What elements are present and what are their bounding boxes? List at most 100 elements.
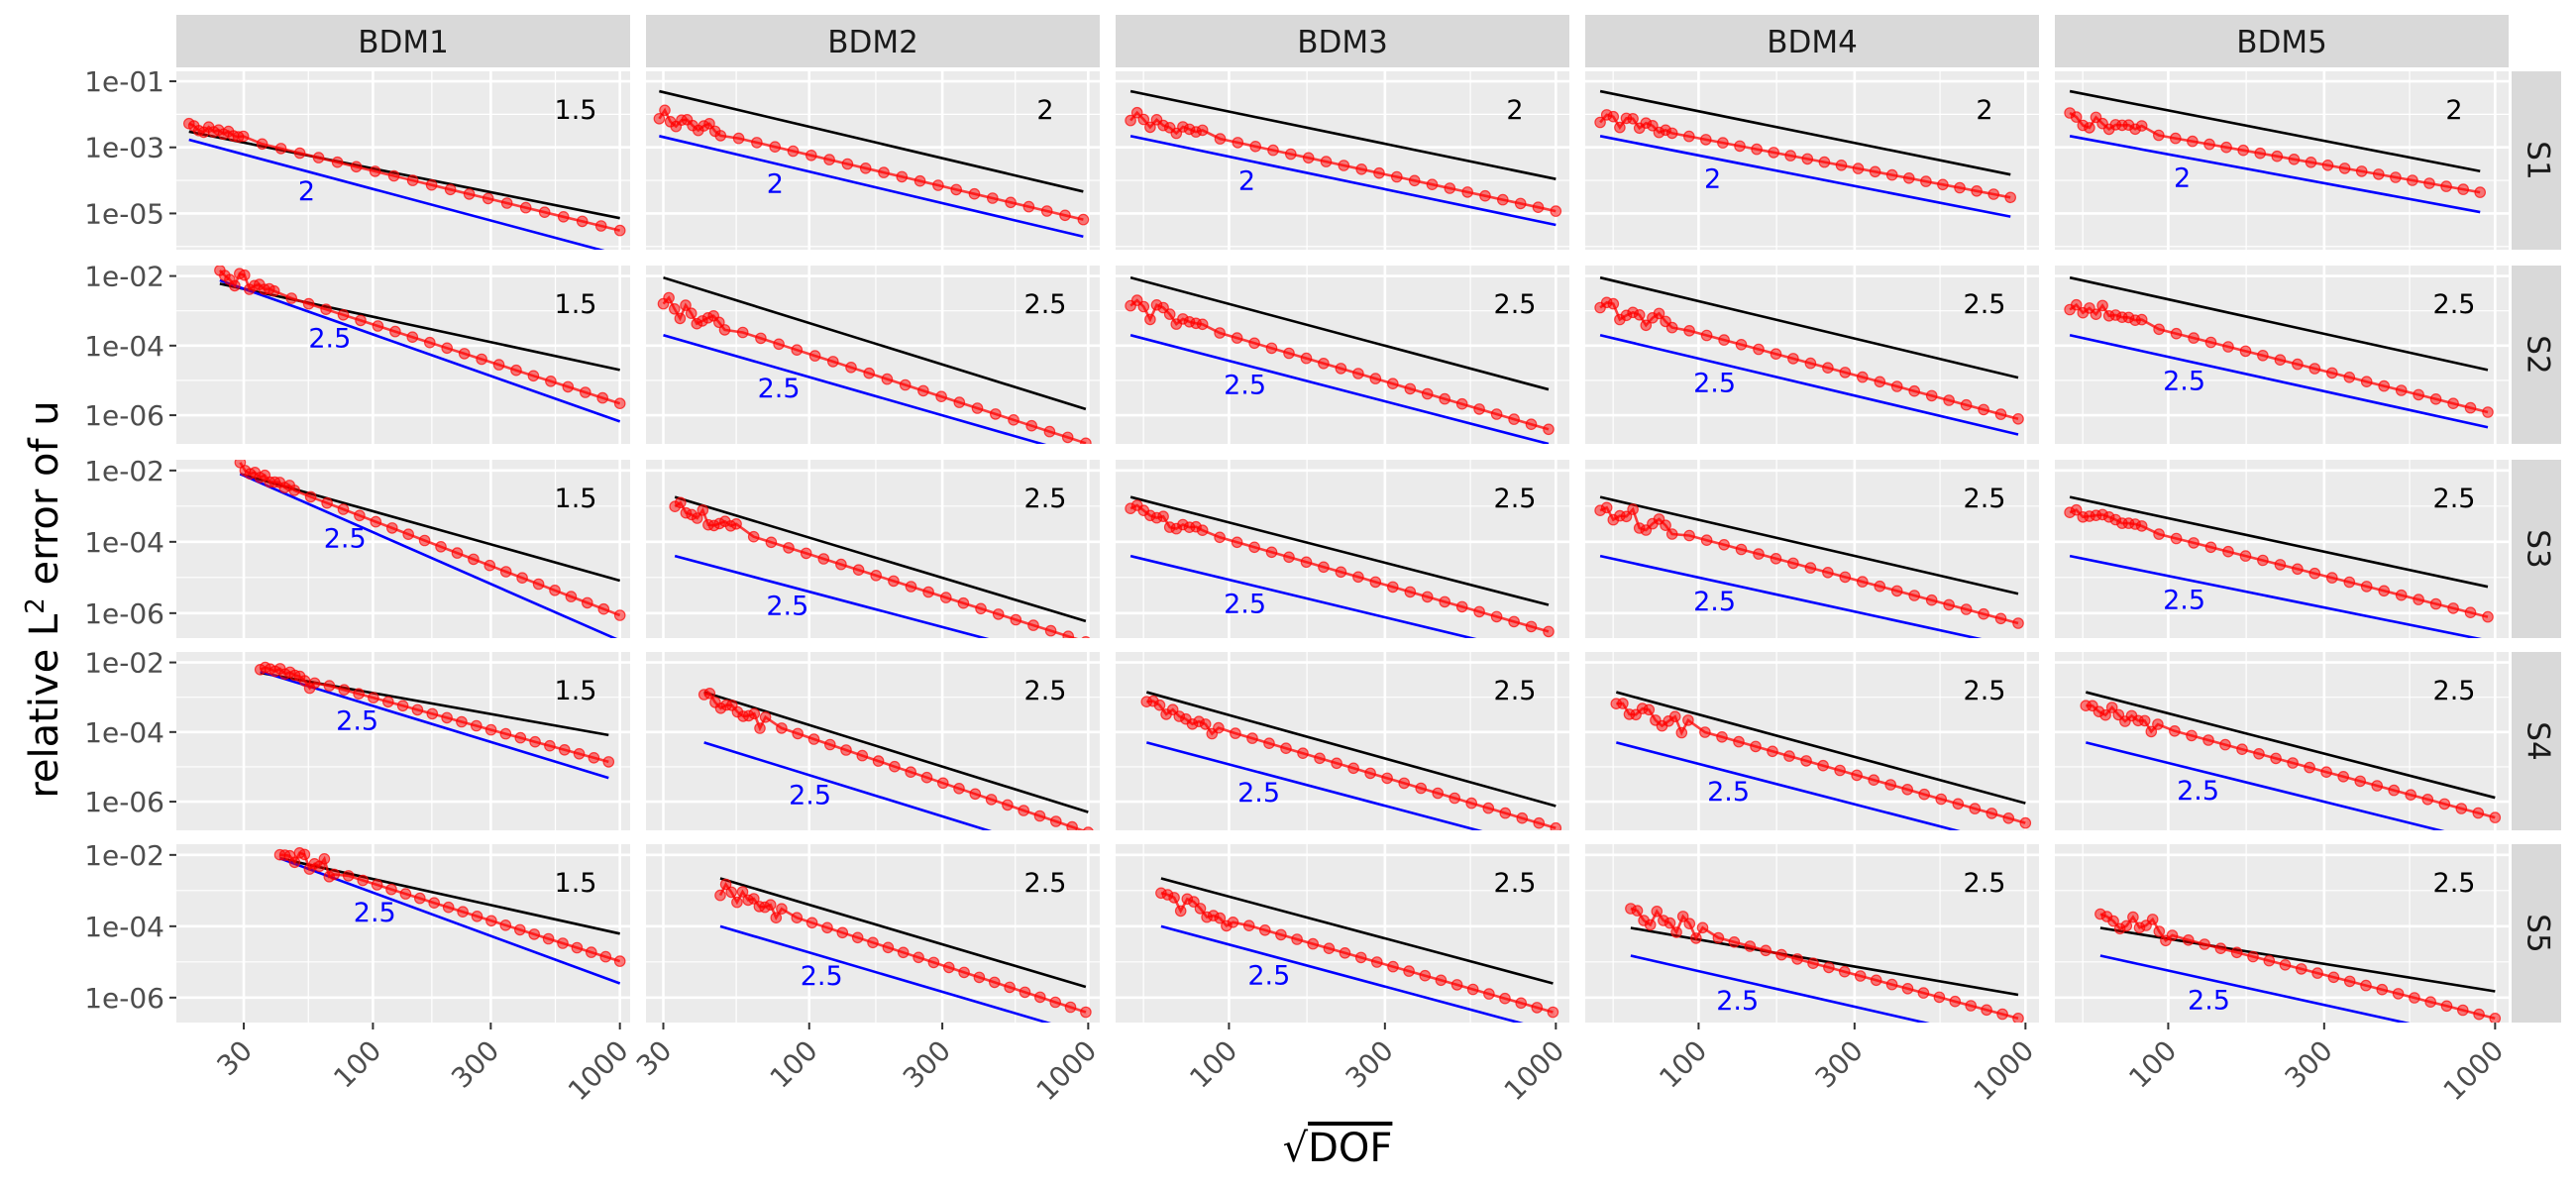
- error-point: [1908, 590, 1920, 601]
- error-point: [1868, 774, 1879, 786]
- error-point: [927, 956, 940, 969]
- error-point: [2292, 358, 2304, 371]
- error-point: [1331, 757, 1342, 770]
- slope-label-lower: 2.5: [1707, 777, 1750, 808]
- error-point: [2360, 581, 2373, 593]
- error-point: [1364, 767, 1376, 780]
- row-strip-label: S4: [2521, 721, 2556, 760]
- error-point: [732, 132, 745, 145]
- error-point: [1465, 797, 1477, 810]
- error-point: [2429, 597, 2442, 610]
- reference-line-lower: [2069, 333, 2489, 429]
- panel-r4-c4: 2.5 2.5: [2055, 844, 2509, 1023]
- column-strips: BDM1 BDM2 BDM3 BDM4 BDM5: [176, 15, 2509, 67]
- error-point: [544, 739, 556, 752]
- error-point: [565, 591, 578, 602]
- error-point: [1700, 329, 1713, 342]
- error-point: [2304, 761, 2315, 774]
- error-point: [2429, 392, 2442, 405]
- reference-line-lower: [659, 135, 1084, 238]
- panel-marks: [1125, 275, 1555, 444]
- panel-r4-c2: 2.5 2.5: [1116, 844, 1569, 1023]
- panel-marks: [653, 89, 1090, 238]
- panel-r0-c3: 22: [1585, 71, 2039, 250]
- error-point: [1787, 557, 1799, 570]
- x-tick-label: 300: [897, 1034, 957, 1095]
- error-point: [2135, 120, 2148, 132]
- x-tick-label: 1000: [2437, 1034, 2511, 1108]
- error-point: [588, 751, 600, 764]
- error-point: [369, 165, 381, 177]
- x-tick-label: 300: [445, 1034, 505, 1095]
- error-point: [2270, 752, 2282, 765]
- error-point: [770, 912, 783, 923]
- panel-marks: [1594, 495, 2024, 638]
- slope-label-lower: 2.5: [2163, 366, 2205, 396]
- panel-background: [646, 71, 1100, 250]
- error-point: [435, 540, 447, 553]
- slope-label-lower: 2.5: [789, 780, 831, 811]
- panel-r0-c2: 22: [1116, 71, 1569, 250]
- error-point: [2311, 967, 2323, 979]
- error-point: [2204, 336, 2217, 349]
- reference-line-upper: [2069, 89, 2481, 173]
- error-point: [2188, 537, 2200, 549]
- y-tick-label: 1e-04: [84, 911, 164, 943]
- error-point: [456, 715, 468, 728]
- panel-marks: [183, 117, 626, 250]
- reference-line-upper: [1599, 89, 2011, 176]
- error-point: [499, 919, 512, 931]
- slope-label-upper: 2.5: [1964, 484, 2006, 514]
- error-point: [2153, 528, 2165, 540]
- panel-marks: [1125, 495, 1555, 638]
- x-tick-label: 30: [630, 1034, 679, 1083]
- panel-r1-c4: 2.5 2.5: [2055, 266, 2509, 444]
- col-strip-bg: [1116, 15, 1569, 67]
- panel-r2-c2: 2.5 2.5: [1116, 460, 1569, 638]
- error-point: [1318, 357, 1330, 370]
- slope-label-upper: 2.5: [1964, 289, 2006, 320]
- panel-r4-c0: 1.5 2.5: [176, 844, 630, 1023]
- panel-marks: [2064, 495, 2494, 638]
- error-point: [323, 680, 336, 692]
- error-point: [881, 373, 894, 385]
- error-point: [1080, 437, 1092, 444]
- error-point: [1387, 960, 1399, 973]
- reference-line-lower: [2086, 741, 2445, 830]
- error-point: [1800, 755, 1812, 767]
- slope-label-lower: 2.5: [1247, 960, 1290, 991]
- error-point: [1770, 552, 1782, 565]
- error-point: [714, 889, 726, 902]
- row-strip-label: S2: [2521, 335, 2556, 374]
- slope-label-upper: 2.5: [1494, 676, 1537, 706]
- error-point: [396, 700, 409, 712]
- error-point: [1064, 1001, 1077, 1014]
- error-point: [516, 572, 528, 584]
- error-point: [1421, 387, 1434, 400]
- error-point: [573, 747, 586, 760]
- error-point: [1213, 721, 1225, 734]
- x-tick-label: 100: [327, 1034, 387, 1095]
- error-point: [917, 384, 929, 397]
- error-point: [2392, 988, 2405, 1000]
- panel-r2-c4: 2.5 2.5: [2055, 460, 2509, 638]
- x-tick-label: 100: [1183, 1034, 1243, 1095]
- error-point: [2170, 327, 2183, 340]
- error-point: [1690, 932, 1702, 944]
- error-point: [529, 735, 541, 748]
- error-point: [1449, 792, 1460, 805]
- error-point: [845, 361, 857, 374]
- slope-label-lower: 2.5: [758, 374, 801, 404]
- error-point: [2222, 341, 2234, 353]
- error-point: [826, 356, 839, 368]
- panel-r3-c1: 2.5 2.5: [646, 652, 1100, 830]
- error-point: [2321, 160, 2334, 171]
- error-point: [571, 941, 584, 954]
- x-axis-title: √DOF: [1283, 1126, 1393, 1171]
- panel-r4-c1: 2.5 2.5: [646, 844, 1100, 1023]
- error-point: [457, 906, 469, 918]
- error-point: [1482, 802, 1495, 814]
- error-point: [597, 602, 610, 615]
- error-point: [468, 553, 480, 566]
- error-point: [1700, 134, 1712, 146]
